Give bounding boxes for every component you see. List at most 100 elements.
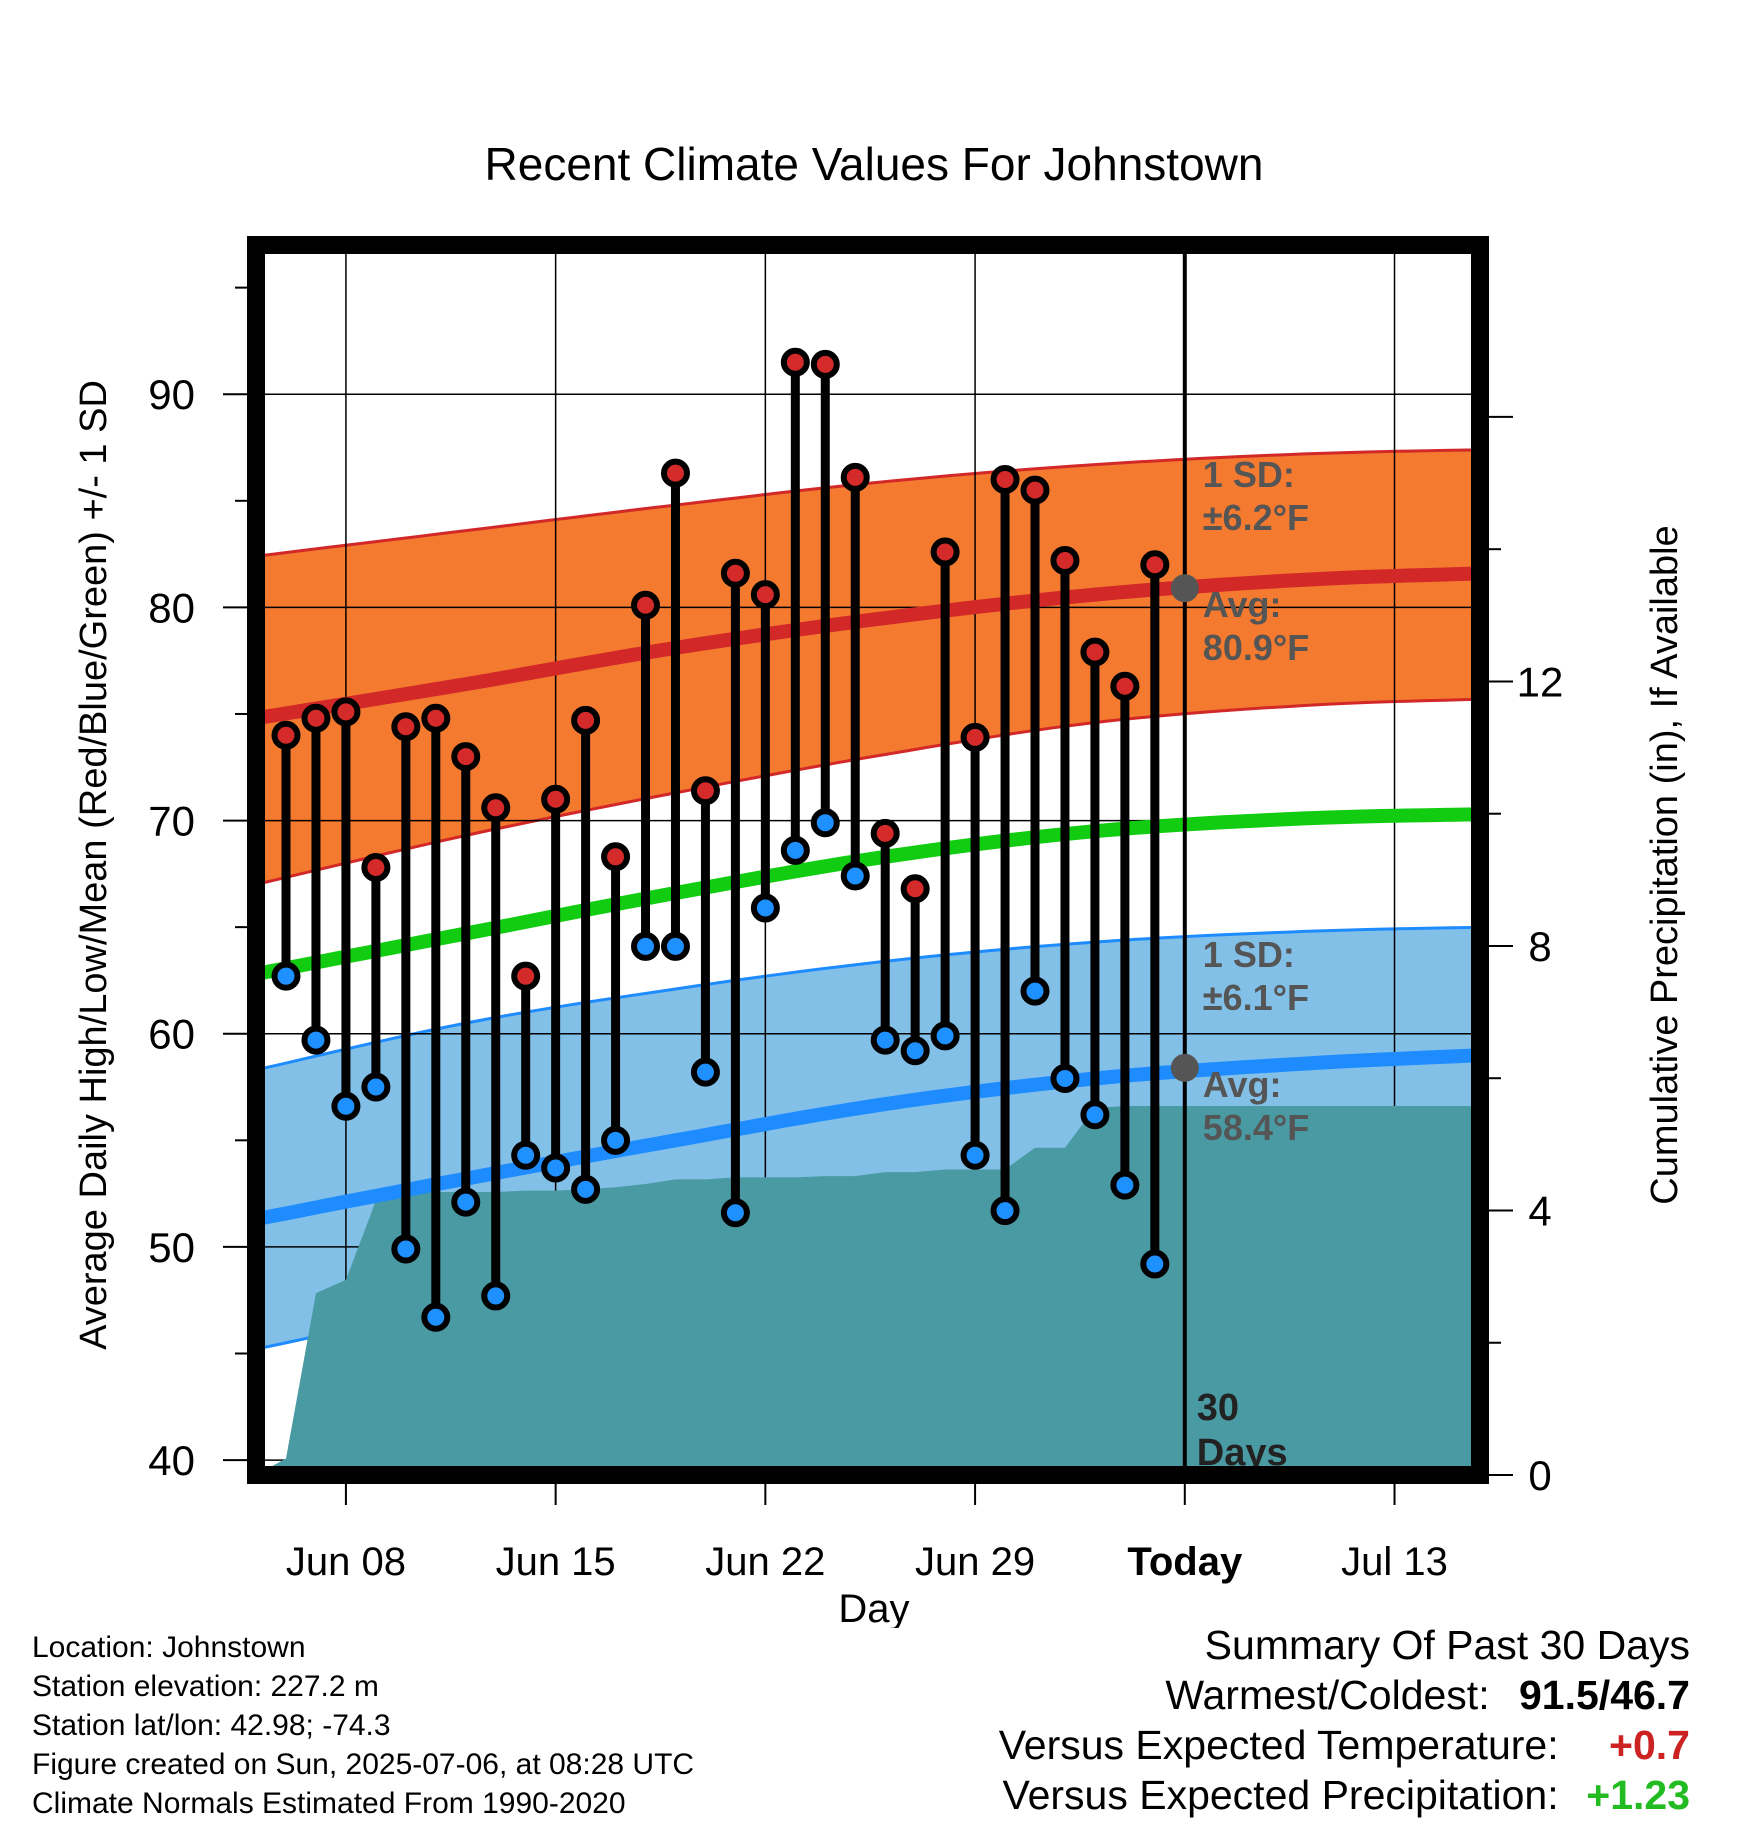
y2-axis-title: Cumulative Precipitation (in), If Availa…: [1644, 525, 1686, 1204]
high-point: [421, 703, 451, 733]
precip-value: +1.23: [1586, 1772, 1690, 1818]
high-point: [960, 722, 990, 752]
low-point: [631, 931, 661, 961]
x-tick-label: Jun 29: [915, 1540, 1035, 1584]
precip-label: Versus Expected Precipitation:: [1002, 1772, 1559, 1818]
high-point: [870, 818, 900, 848]
low-point: [481, 1281, 511, 1311]
high-point: [720, 558, 750, 588]
temp-value: +0.7: [1609, 1722, 1690, 1768]
low-point: [361, 1072, 391, 1102]
location-text: Location: Johnstown: [32, 1631, 306, 1664]
low-point: [271, 961, 301, 991]
y2-tick-label: 4: [1528, 1187, 1551, 1234]
y-tick-label: 60: [148, 1011, 195, 1058]
low-point: [1110, 1170, 1140, 1200]
low-avg-text-line-1: Avg:: [1203, 1064, 1282, 1105]
high-sd-text-line-2: ±6.2°F: [1203, 497, 1309, 538]
low-point: [960, 1140, 990, 1170]
today-label-number: 30: [1197, 1387, 1239, 1429]
low-point: [690, 1057, 720, 1087]
warmest-value: 91.5/46.7: [1519, 1672, 1690, 1718]
low-point: [840, 861, 870, 891]
x-tick-label: Jun 22: [705, 1540, 825, 1584]
high-point: [271, 720, 301, 750]
temp-label: Versus Expected Temperature:: [998, 1722, 1559, 1768]
y2-tick-label: 8: [1528, 923, 1551, 970]
axes: 40 50 60 70 80 90 0 4 8 12 Jun 08 Jun 15 Jun 22 Jun 2…: [73, 286, 1686, 1628]
low-point: [930, 1021, 960, 1051]
latlon-text: Station lat/lon: 42.98; -74.3: [32, 1709, 391, 1742]
normals-text: Climate Normals Estimated From 1990-2020: [32, 1787, 626, 1820]
y-axis-title: Average Daily High/Low/Mean (Red/Blue/Gr…: [73, 380, 115, 1350]
high-point: [840, 462, 870, 492]
y2-tick-label: 0: [1528, 1452, 1551, 1499]
low-point: [750, 893, 780, 923]
high-point: [990, 464, 1020, 494]
high-point: [1020, 475, 1050, 505]
high-point: [331, 697, 361, 727]
warmest-label: Warmest/Coldest:: [1165, 1672, 1490, 1718]
x-tick-label: Jul 13: [1341, 1540, 1448, 1584]
high-point: [780, 347, 810, 377]
low-point: [301, 1025, 331, 1055]
high-point: [601, 842, 631, 872]
high-point: [571, 705, 601, 735]
x-tick-label: Jun 15: [496, 1540, 616, 1584]
low-point: [541, 1153, 571, 1183]
low-point: [1140, 1249, 1170, 1279]
summary-temp-row: Versus Expected Temperature: +0.7: [999, 1720, 1690, 1770]
high-point: [481, 793, 511, 823]
summary-panel: Summary Of Past 30 Days Warmest/Coldest:…: [999, 1620, 1690, 1820]
high-point: [1080, 637, 1110, 667]
x-tick-label: Jun 08: [286, 1540, 406, 1584]
high-avg-marker: [1170, 574, 1199, 603]
high-point: [1050, 545, 1080, 575]
high-point: [810, 349, 840, 379]
y-tick-label: 80: [148, 584, 195, 631]
low-point: [810, 808, 840, 838]
daily-range-bars: [271, 347, 1170, 1332]
low-point: [1050, 1064, 1080, 1094]
x-axis-title: Day: [838, 1587, 909, 1628]
high-point: [541, 784, 571, 814]
high-point: [930, 537, 960, 567]
y-tick-label: 90: [148, 371, 195, 418]
elevation-text: Station elevation: 227.2 m: [32, 1670, 379, 1703]
high-point: [1140, 550, 1170, 580]
precipitation-area: [256, 1106, 1480, 1475]
high-point: [660, 458, 690, 488]
plot-frame: [247, 236, 1489, 1484]
low-avg-text-line-2: 58.4°F: [1203, 1107, 1309, 1148]
low-point: [421, 1302, 451, 1332]
low-point: [571, 1174, 601, 1204]
low-point: [990, 1196, 1020, 1226]
precip-area: [256, 1106, 1480, 1475]
high-avg-line: [254, 566, 1481, 726]
high-avg-text-line-2: 80.9°F: [1203, 627, 1309, 668]
climate-chart: Recent Climate Values For Johnstown 30 Da…: [73, 138, 1686, 1628]
plot-border: [247, 236, 1489, 1484]
x-tick-label: Today: [1127, 1540, 1243, 1584]
low-point: [1020, 976, 1050, 1006]
low-point: [1080, 1100, 1110, 1130]
station-info: Location: Johnstown Station elevation: 2…: [32, 1628, 694, 1823]
high-point: [631, 590, 661, 620]
low-sd-text-line-2: ±6.1°F: [1203, 977, 1309, 1018]
high-point: [451, 742, 481, 772]
low-point: [870, 1025, 900, 1055]
low-avg-marker: [1170, 1053, 1199, 1082]
low-point: [331, 1091, 361, 1121]
summary-warmest-row: Warmest/Coldest: 91.5/46.7: [999, 1670, 1690, 1720]
y-tick-label: 70: [148, 798, 195, 845]
high-sd-text-line-1: 1 SD:: [1203, 454, 1295, 495]
high-point: [511, 961, 541, 991]
low-sd-text-line-1: 1 SD:: [1203, 934, 1295, 975]
low-point: [511, 1140, 541, 1170]
low-point: [391, 1234, 421, 1264]
low-point: [780, 835, 810, 865]
low-point: [660, 931, 690, 961]
summary-precip-row: Versus Expected Precipitation: +1.23: [999, 1770, 1691, 1820]
low-point: [451, 1187, 481, 1217]
high-point: [361, 852, 391, 882]
